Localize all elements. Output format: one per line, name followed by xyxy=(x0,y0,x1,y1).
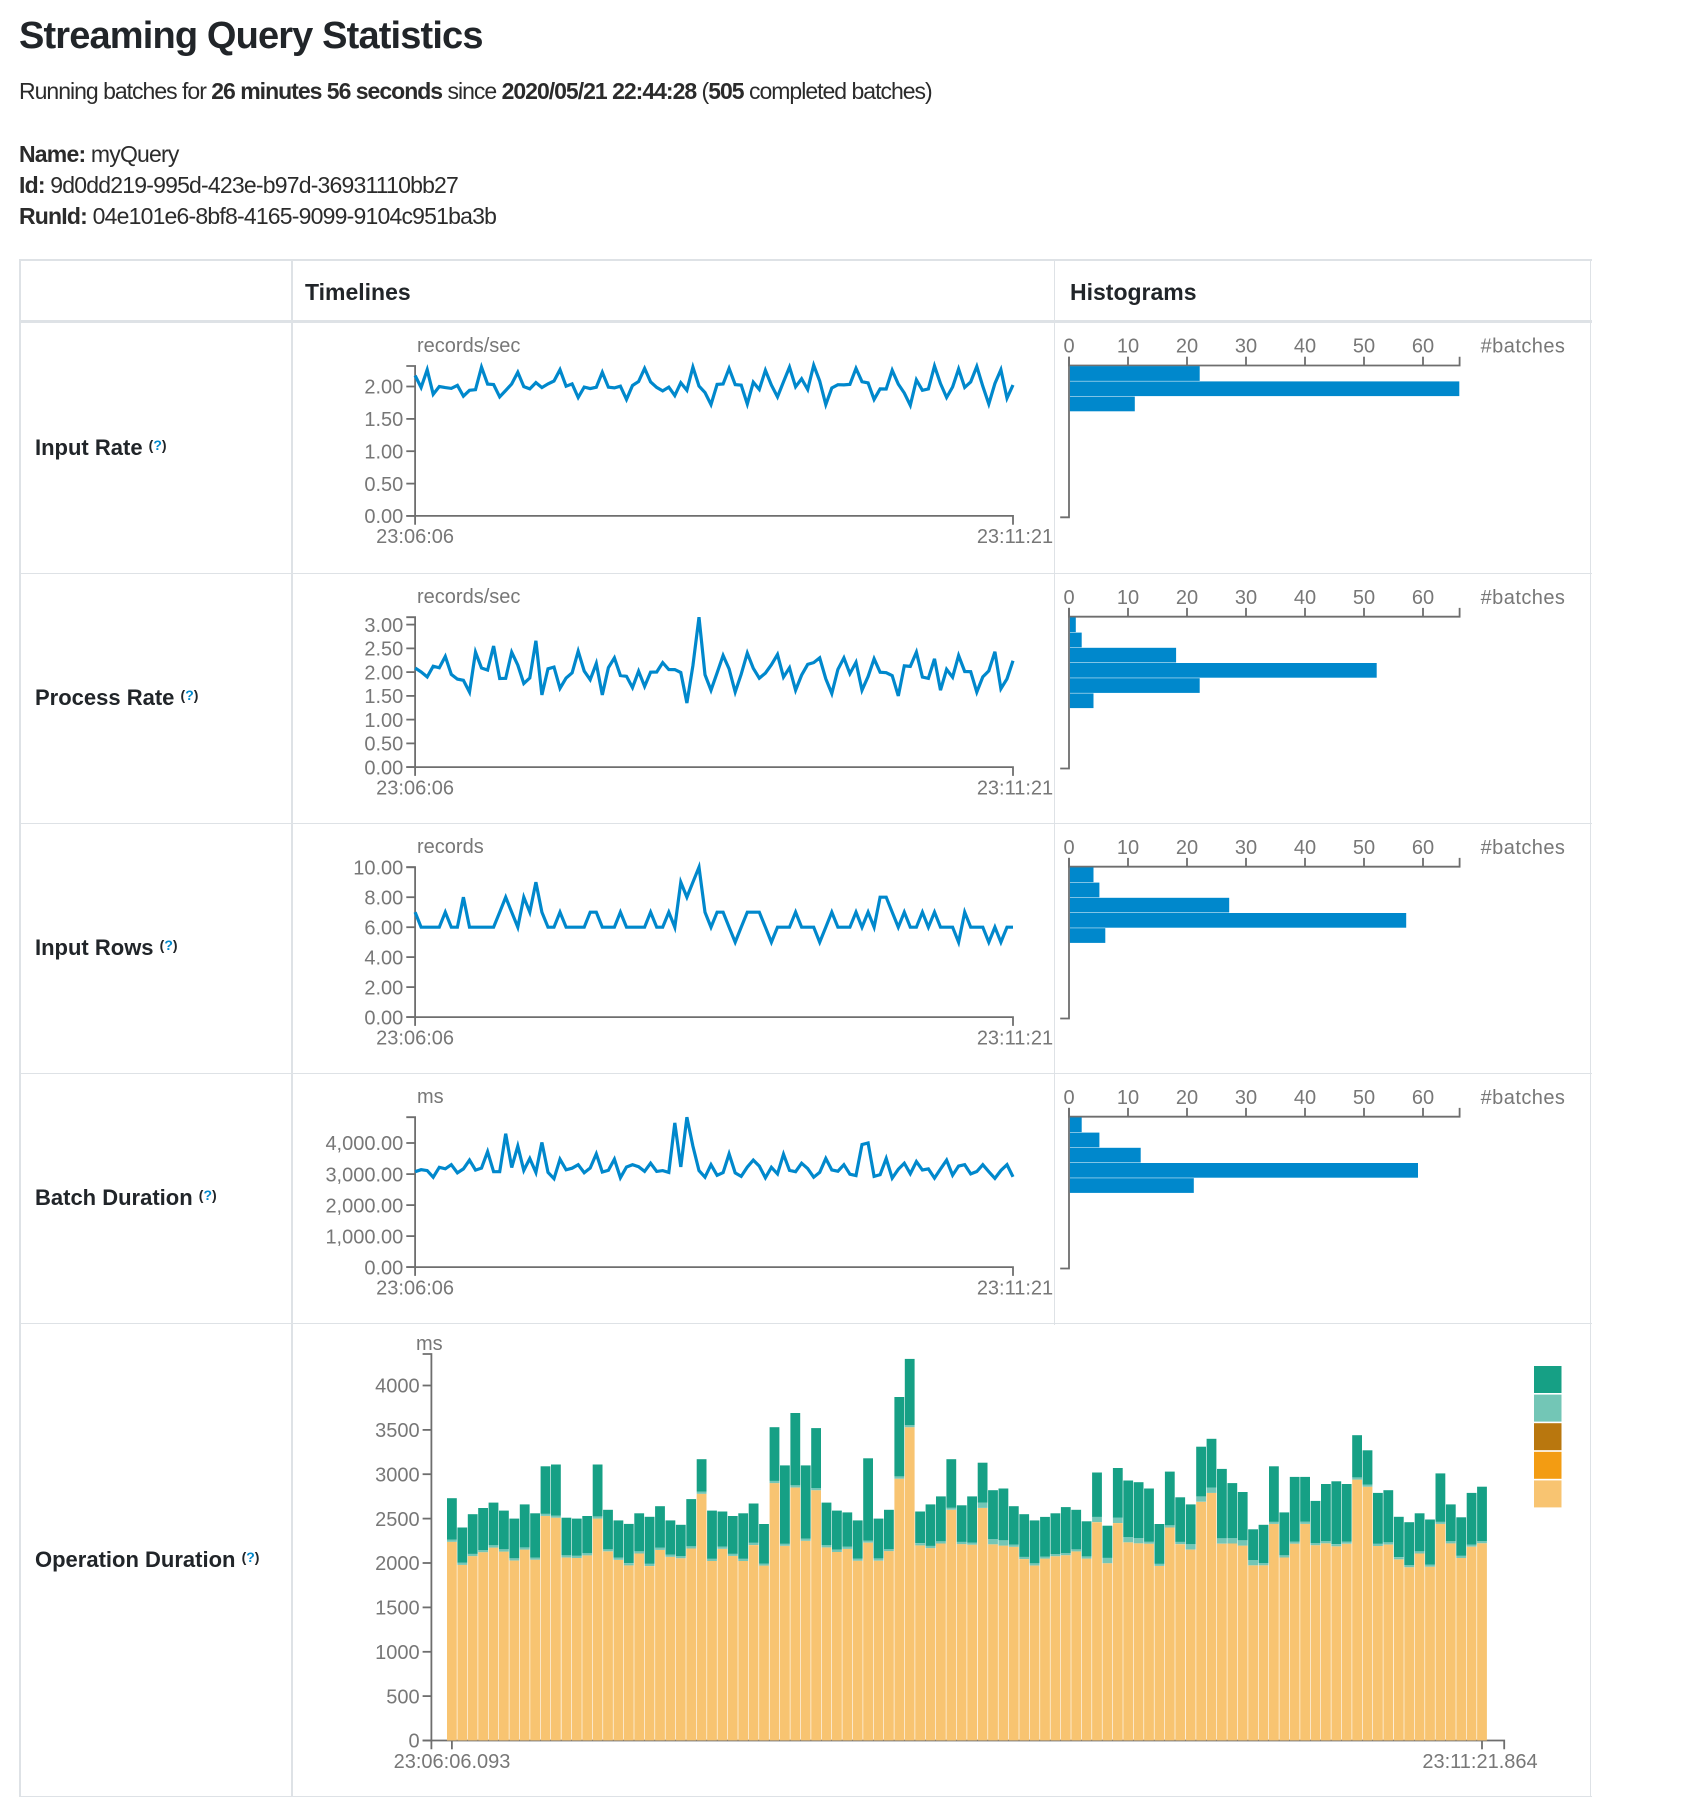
svg-text:30: 30 xyxy=(1235,336,1257,358)
svg-text:2.00: 2.00 xyxy=(364,662,403,684)
svg-text:0.00: 0.00 xyxy=(364,506,403,528)
svg-text:60: 60 xyxy=(1412,336,1434,358)
svg-text:23:06:06: 23:06:06 xyxy=(376,526,454,548)
svg-text:10.00: 10.00 xyxy=(353,857,403,879)
svg-text:ms: ms xyxy=(416,1333,443,1355)
svg-text:40: 40 xyxy=(1294,587,1316,609)
svg-text:0: 0 xyxy=(1063,336,1074,358)
svg-text:23:11:21.864: 23:11:21.864 xyxy=(1422,1751,1537,1773)
svg-text:10: 10 xyxy=(1117,336,1139,358)
svg-text:23:06:06: 23:06:06 xyxy=(376,1027,454,1049)
svg-text:#batches: #batches xyxy=(1481,336,1566,358)
svg-text:23:06:06.093: 23:06:06.093 xyxy=(394,1751,511,1773)
svg-text:1.50: 1.50 xyxy=(364,409,403,431)
svg-text:23:11:21: 23:11:21 xyxy=(977,526,1053,548)
svg-text:30: 30 xyxy=(1235,587,1257,609)
svg-text:40: 40 xyxy=(1294,1087,1316,1109)
svg-text:4.00: 4.00 xyxy=(364,947,403,969)
svg-text:#batches: #batches xyxy=(1481,1087,1566,1109)
svg-text:0: 0 xyxy=(1063,1087,1074,1109)
svg-text:1.00: 1.00 xyxy=(364,441,403,463)
svg-text:20: 20 xyxy=(1176,837,1198,859)
svg-text:2000: 2000 xyxy=(375,1553,420,1575)
svg-text:40: 40 xyxy=(1294,336,1316,358)
svg-text:#batches: #batches xyxy=(1481,587,1566,609)
svg-text:0.50: 0.50 xyxy=(364,734,403,756)
svg-text:20: 20 xyxy=(1176,336,1198,358)
svg-text:0: 0 xyxy=(1063,587,1074,609)
svg-text:23:11:21: 23:11:21 xyxy=(977,777,1053,799)
svg-text:60: 60 xyxy=(1412,587,1434,609)
svg-text:10: 10 xyxy=(1117,587,1139,609)
svg-text:2.50: 2.50 xyxy=(364,639,403,661)
svg-text:500: 500 xyxy=(386,1686,419,1708)
svg-text:4,000.00: 4,000.00 xyxy=(325,1133,403,1155)
svg-text:records: records xyxy=(417,836,484,858)
svg-text:10: 10 xyxy=(1117,1087,1139,1109)
svg-text:ms: ms xyxy=(417,1086,444,1108)
svg-text:records/sec: records/sec xyxy=(417,335,520,357)
svg-text:3,000.00: 3,000.00 xyxy=(325,1164,403,1186)
svg-text:2500: 2500 xyxy=(375,1509,420,1531)
svg-text:1000: 1000 xyxy=(375,1642,420,1664)
svg-text:23:06:06: 23:06:06 xyxy=(376,777,454,799)
svg-text:50: 50 xyxy=(1353,837,1375,859)
svg-text:0.00: 0.00 xyxy=(364,757,403,779)
svg-text:6.00: 6.00 xyxy=(364,917,403,939)
svg-text:50: 50 xyxy=(1353,587,1375,609)
svg-text:50: 50 xyxy=(1353,1087,1375,1109)
svg-text:30: 30 xyxy=(1235,837,1257,859)
svg-text:1500: 1500 xyxy=(375,1598,420,1620)
svg-text:0: 0 xyxy=(1063,837,1074,859)
svg-text:3000: 3000 xyxy=(375,1465,420,1487)
svg-text:2.00: 2.00 xyxy=(364,377,403,399)
svg-text:#batches: #batches xyxy=(1481,837,1566,859)
svg-text:60: 60 xyxy=(1412,837,1434,859)
svg-text:30: 30 xyxy=(1235,1087,1257,1109)
svg-text:1.00: 1.00 xyxy=(364,710,403,732)
svg-text:50: 50 xyxy=(1353,336,1375,358)
svg-text:1.50: 1.50 xyxy=(364,686,403,708)
svg-text:20: 20 xyxy=(1176,587,1198,609)
svg-text:2,000.00: 2,000.00 xyxy=(325,1195,403,1217)
svg-text:10: 10 xyxy=(1117,837,1139,859)
svg-text:0.00: 0.00 xyxy=(364,1257,403,1279)
svg-text:23:11:21: 23:11:21 xyxy=(977,1027,1053,1049)
svg-text:0.50: 0.50 xyxy=(364,474,403,496)
svg-text:2.00: 2.00 xyxy=(364,977,403,999)
svg-text:60: 60 xyxy=(1412,1087,1434,1109)
svg-text:4000: 4000 xyxy=(375,1376,420,1398)
svg-text:23:06:06: 23:06:06 xyxy=(376,1277,454,1299)
svg-text:40: 40 xyxy=(1294,837,1316,859)
svg-text:3.00: 3.00 xyxy=(364,615,403,637)
svg-text:3500: 3500 xyxy=(375,1420,420,1442)
svg-text:8.00: 8.00 xyxy=(364,887,403,909)
svg-text:1,000.00: 1,000.00 xyxy=(325,1226,403,1248)
svg-text:20: 20 xyxy=(1176,1087,1198,1109)
svg-text:0.00: 0.00 xyxy=(364,1007,403,1029)
svg-text:records/sec: records/sec xyxy=(417,586,520,608)
svg-text:0: 0 xyxy=(408,1731,419,1753)
svg-text:23:11:21: 23:11:21 xyxy=(977,1277,1053,1299)
